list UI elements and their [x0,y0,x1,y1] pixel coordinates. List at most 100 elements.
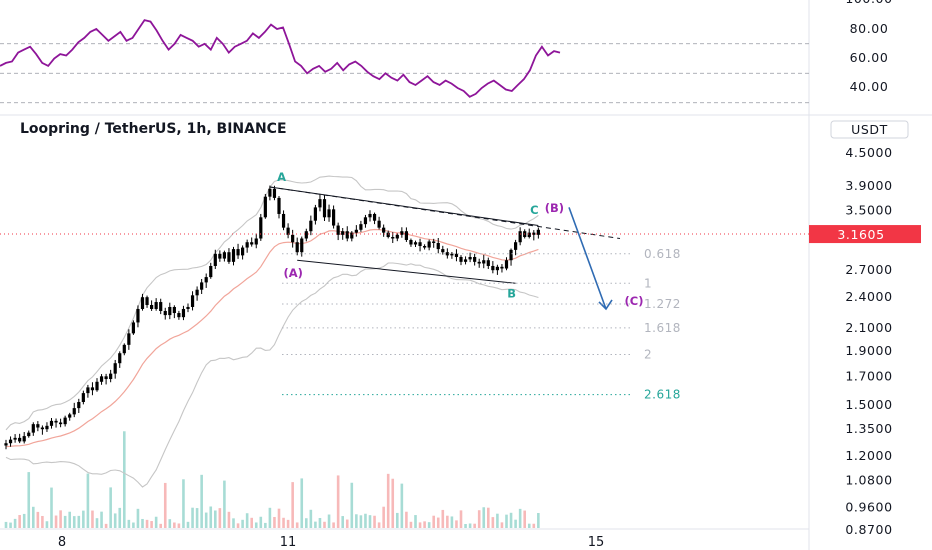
candle-body [109,373,113,380]
volume-bar [241,519,244,528]
volume-bar [45,521,49,528]
candle-body [504,260,509,269]
volume-bar [482,507,486,528]
candle-body [281,213,286,228]
last-price-label: 3.1605 [837,227,884,242]
volume-bar [32,506,35,528]
volume-bar [487,507,490,528]
candle-body [409,239,413,245]
candle-body [113,363,117,374]
volume-bar [409,521,413,528]
candle-body [263,196,267,218]
volume-bar [368,515,372,528]
price-tick-label: 3.5000 [845,203,892,218]
volume-bar [496,513,499,528]
candle-body [49,420,54,426]
candle-body [27,432,31,437]
volume-bar [300,478,304,528]
volume-bar [377,522,381,528]
volume-bar [72,516,76,528]
volume-bar [532,523,536,528]
candle-body [163,310,167,316]
volume-bar [200,474,203,528]
candle-body [473,256,477,262]
volume-bar [159,523,162,528]
candle-body [213,253,217,266]
trend-dashed [269,186,621,239]
volume-bar [537,513,540,528]
volume-bar [132,522,135,528]
volume-bar [191,507,194,528]
volume-bar [218,508,222,528]
candle-body [68,414,72,418]
candle-body [404,231,408,240]
candle-body [491,265,495,271]
volume-bar [59,510,62,528]
candle-body [204,277,208,283]
candle-body [127,333,131,345]
rsi-tick-label: 100.00 [845,0,892,6]
volume-bar [386,473,390,528]
candle-body [45,425,49,430]
candle-body [400,231,404,235]
volume-bar [527,523,531,528]
volume-bar [436,517,440,528]
candle-body [140,297,145,309]
volume-bar [268,507,272,528]
candle-body [150,304,154,309]
time-axis[interactable]: 8 11 15 [58,535,604,550]
price-tick-label: 0.9600 [845,499,892,514]
volume-bar [264,522,267,528]
candle-body [268,188,272,197]
candle-body [122,344,126,354]
price-tick-label: 1.0800 [845,472,892,487]
candle-body [18,437,22,442]
currency-button[interactable]: USDT [830,120,909,139]
volume-bar [318,517,322,528]
candlestick-series [4,185,540,450]
candle-body [231,249,236,262]
volume-bar [214,510,217,528]
volume-bar [232,518,235,528]
channel-lower [297,259,516,284]
rsi-line [0,19,561,98]
price-tick-label: 1.5000 [845,397,892,412]
wave-label: B [507,286,516,300]
candle-body [495,266,499,271]
volume-bar [414,515,417,528]
volume-bar [455,520,458,528]
volume-bar [477,510,481,528]
candle-body [22,436,26,442]
candle-body [445,252,449,256]
candle-body [145,297,149,305]
volume-bar [355,514,358,528]
volume-bar [446,515,449,528]
price-tick-label: 0.8700 [845,522,892,537]
volume-bar [400,483,404,528]
volume-bar [22,513,26,528]
volume-bar [77,515,81,528]
volume-bar [123,431,126,528]
candle-body [77,401,81,409]
volume-bar [396,512,399,528]
volume-bar [154,516,158,528]
volume-bar [327,514,331,528]
wave-label: (C) [625,294,644,308]
candle-body [436,242,440,250]
drawings[interactable]: 0.618 1 1.272 1.618 2 2.618 A (A) B C (B) (C) [0,170,809,402]
volume-bar [245,513,249,528]
volume-bar [364,513,367,528]
price-axis[interactable]: 4.5000 3.9000 3.5000 2.7000 2.4000 2.1000 1.90… [845,145,892,537]
candle-body [313,207,317,221]
volume-bar [273,516,276,528]
candle-body [427,241,431,248]
volume-bar [291,482,294,528]
candle-body [423,246,427,248]
volume-bar [282,517,285,528]
candle-body [322,199,327,218]
currency-label: USDT [851,122,888,137]
fib-level-label: 1.618 [644,321,681,335]
candle-body [514,242,518,250]
